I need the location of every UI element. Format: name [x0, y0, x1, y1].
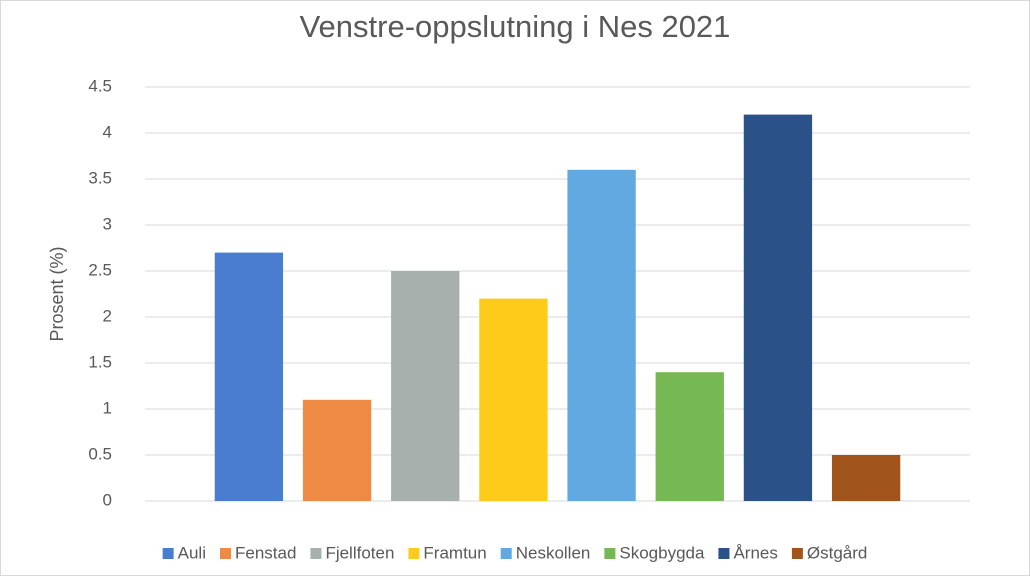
legend-swatch	[408, 548, 420, 559]
y-tick-label: 1	[103, 398, 112, 417]
legend-label: Auli	[178, 543, 206, 562]
bar	[214, 252, 284, 501]
bar	[302, 399, 372, 501]
legend-label: Framtun	[423, 543, 486, 562]
y-axis-label: Prosent (%)	[47, 246, 67, 341]
legend-swatch	[791, 548, 803, 559]
y-tick-label: 3.5	[88, 168, 112, 187]
bar	[655, 372, 724, 501]
bar	[743, 114, 813, 501]
bar	[479, 298, 548, 501]
chart-title: Venstre-oppslutning i Nes 2021	[300, 9, 731, 44]
bar	[831, 455, 901, 501]
legend-label: Skogbygda	[619, 543, 705, 562]
bar	[567, 169, 636, 502]
legend-label: Østgård	[807, 543, 867, 562]
y-tick-label: 4	[103, 122, 112, 141]
legend-label: Fenstad	[235, 543, 296, 562]
bar	[391, 271, 460, 501]
legend-swatch	[162, 548, 174, 559]
y-tick-label: 0.5	[88, 444, 112, 463]
legend-swatch	[500, 548, 512, 559]
y-tick-label: 2.5	[88, 260, 112, 279]
legend-swatch	[718, 548, 730, 559]
y-tick-label: 1.5	[88, 352, 112, 371]
y-tick-label: 4.5	[88, 76, 112, 95]
y-tick-label: 2	[103, 306, 112, 325]
legend-swatch	[310, 548, 322, 559]
legend-label: Fjellfoten	[325, 543, 394, 562]
y-tick-label: 3	[103, 214, 112, 233]
y-tick-label: 0	[103, 490, 112, 509]
legend-label: Årnes	[733, 543, 777, 562]
legend-swatch	[604, 548, 616, 559]
legend-label: Neskollen	[516, 543, 591, 562]
legend-swatch	[220, 548, 231, 559]
